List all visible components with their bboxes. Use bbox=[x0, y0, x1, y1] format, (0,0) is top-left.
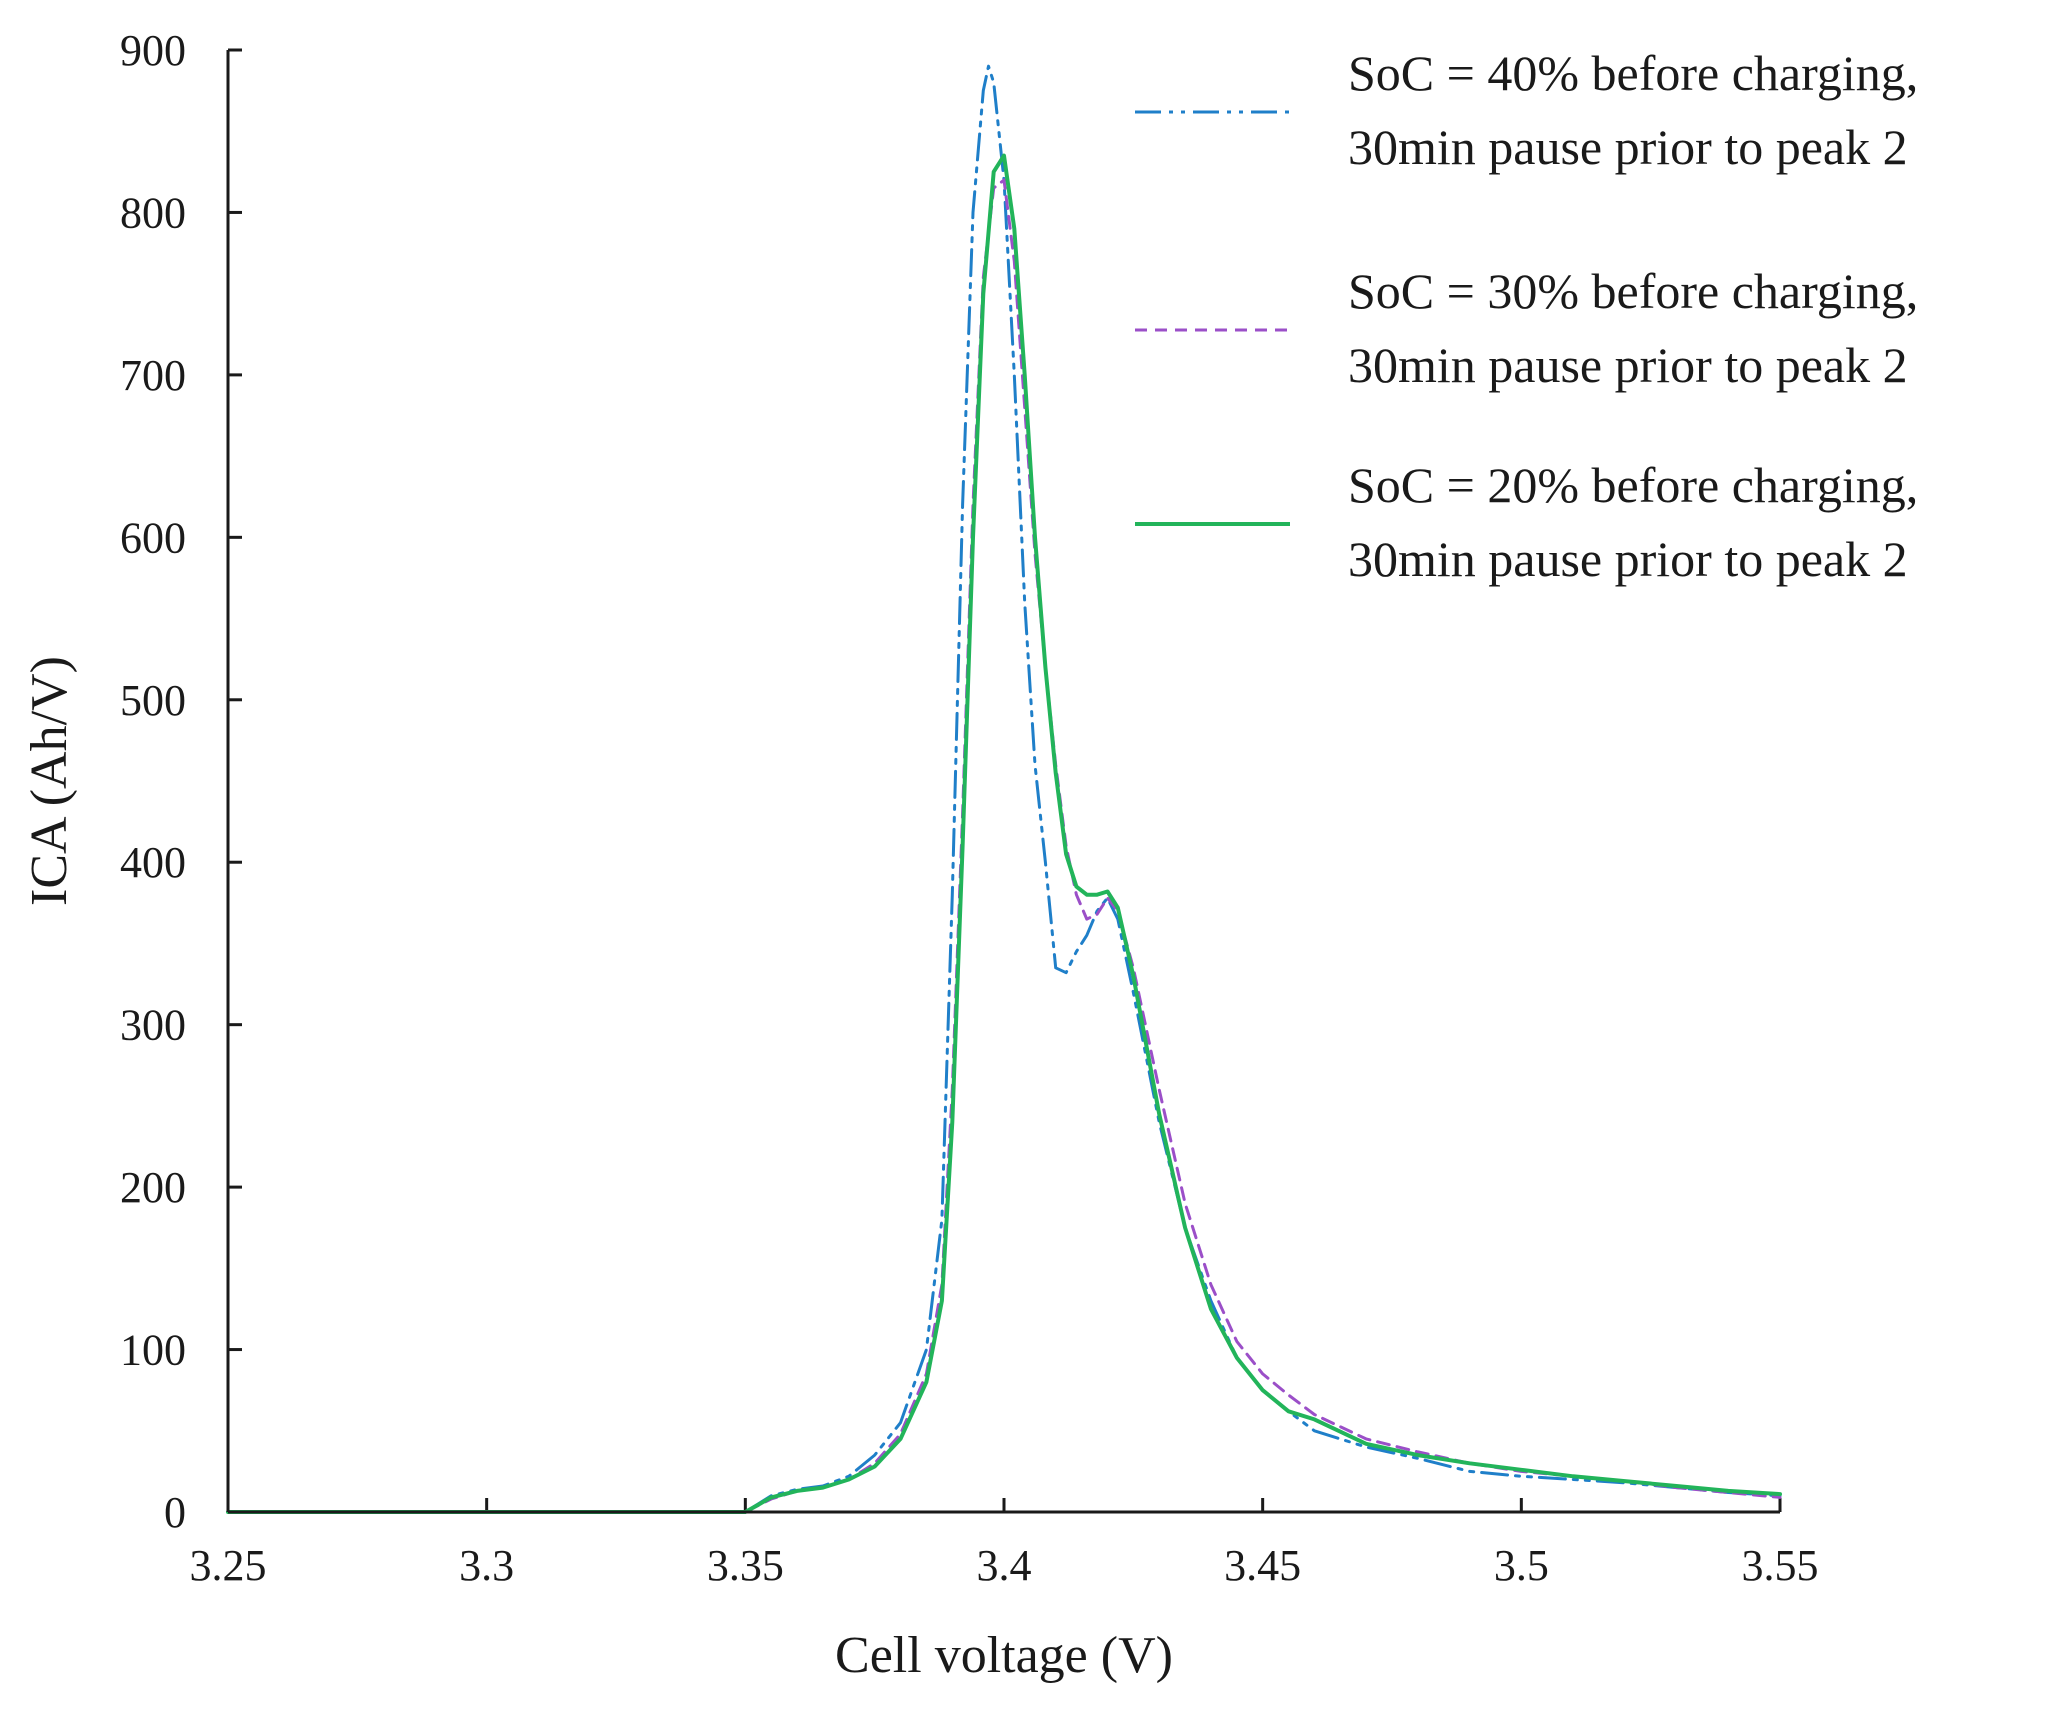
y-tick-label: 0 bbox=[164, 1488, 186, 1537]
x-tick-label: 3.3 bbox=[459, 1541, 514, 1590]
x-tick-label: 3.4 bbox=[977, 1541, 1032, 1590]
x-axis-ticks: 3.25 3.3 3.35 3.4 3.45 3.5 3.55 bbox=[190, 1498, 1819, 1590]
x-tick-label: 3.35 bbox=[707, 1541, 784, 1590]
y-tick-label: 600 bbox=[120, 513, 186, 562]
legend-label-line2: 30min pause prior to peak 2 bbox=[1348, 531, 1908, 587]
x-tick-label: 3.55 bbox=[1742, 1541, 1819, 1590]
y-tick-label: 300 bbox=[120, 1001, 186, 1050]
y-tick-label: 700 bbox=[120, 351, 186, 400]
x-tick-label: 3.45 bbox=[1224, 1541, 1301, 1590]
y-axis-title: ICA (Ah/V) bbox=[21, 656, 78, 906]
y-tick-label: 100 bbox=[120, 1326, 186, 1375]
y-tick-label: 900 bbox=[120, 26, 186, 75]
y-tick-label: 800 bbox=[120, 188, 186, 237]
series-lines bbox=[226, 64, 1782, 1514]
series-line-3 bbox=[226, 153, 1782, 1514]
y-tick-label: 500 bbox=[120, 676, 186, 725]
x-tick-label: 3.5 bbox=[1494, 1541, 1549, 1590]
x-tick-label: 3.25 bbox=[190, 1541, 267, 1590]
legend-label-line2: 30min pause prior to peak 2 bbox=[1348, 337, 1908, 393]
legend-label-line1: SoC = 30% before charging, bbox=[1348, 263, 1918, 319]
series-line-1 bbox=[226, 64, 1782, 1514]
y-tick-label: 200 bbox=[120, 1163, 186, 1212]
legend-label-line1: SoC = 20% before charging, bbox=[1348, 457, 1918, 513]
y-axis-ticks: 0 100 200 300 400 500 600 700 800 900 bbox=[120, 26, 242, 1537]
legend: SoC = 40% before charging, 30min pause pr… bbox=[1135, 45, 1918, 587]
y-tick-label: 400 bbox=[120, 838, 186, 887]
x-axis-title: Cell voltage (V) bbox=[835, 1627, 1173, 1684]
legend-label-line1: SoC = 40% before charging, bbox=[1348, 45, 1918, 101]
legend-label-line2: 30min pause prior to peak 2 bbox=[1348, 119, 1908, 175]
